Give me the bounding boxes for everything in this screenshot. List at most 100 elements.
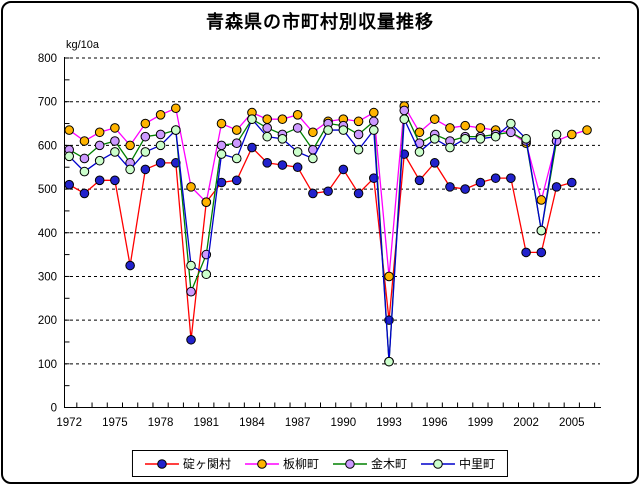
data-point-marker: [445, 142, 455, 153]
data-point-marker: [277, 114, 288, 124]
y-tick-label: 200: [38, 315, 57, 327]
data-point-marker: [369, 173, 379, 183]
data-point-marker: [247, 142, 257, 153]
data-point-marker: [566, 129, 577, 140]
data-point-marker: [551, 129, 562, 140]
x-tick-label: 1972: [56, 417, 82, 429]
legend-item-1: 碇ヶ関村: [144, 455, 231, 472]
y-tick-label: 700: [38, 97, 57, 109]
data-point-marker: [353, 144, 364, 155]
data-point-marker: [140, 164, 151, 175]
y-tick-label: 100: [38, 359, 57, 371]
y-tick-labels: 0 100 200 300 400 500 600 700 800: [38, 53, 57, 415]
legend-marker-icon: [144, 458, 179, 469]
data-point-marker: [125, 260, 135, 271]
data-point-marker: [292, 109, 303, 120]
data-point-marker: [262, 158, 272, 168]
data-point-marker: [506, 127, 516, 138]
data-point-marker: [94, 175, 105, 186]
x-tick-label: 1996: [422, 417, 448, 429]
data-point-marker: [460, 184, 470, 194]
x-tick-label: 2005: [559, 417, 585, 429]
legend-item-4: 中里町: [421, 455, 495, 472]
data-point-marker: [110, 147, 120, 157]
data-point-marker: [292, 147, 303, 157]
data-point-marker: [475, 177, 486, 188]
data-point-marker: [566, 177, 577, 188]
x-tick-label: 1990: [331, 417, 357, 429]
y-axis-unit-label: kg/10a: [66, 39, 100, 51]
data-point-marker: [536, 195, 547, 205]
data-point-marker: [262, 114, 272, 124]
data-point-marker: [155, 129, 166, 140]
data-point-marker: [155, 158, 166, 168]
data-point-marker: [140, 118, 151, 129]
legend-marker-icon: [244, 458, 279, 469]
data-point-marker: [460, 120, 470, 131]
data-point-marker: [277, 134, 288, 144]
data-point-marker: [79, 166, 90, 177]
data-point-marker: [506, 118, 516, 129]
data-point-marker: [94, 127, 105, 138]
y-tick-label: 600: [38, 140, 57, 152]
data-point-marker: [201, 269, 212, 280]
data-point-marker: [216, 177, 227, 188]
data-point-marker: [445, 123, 455, 133]
axes: [64, 57, 601, 408]
data-point-marker: [231, 175, 242, 186]
data-point-marker: [399, 105, 410, 116]
data-point-marker: [140, 147, 151, 157]
data-point-marker: [551, 182, 562, 192]
series-1: [64, 142, 577, 345]
chart-title: 青森県の市町村別収量推移: [206, 12, 434, 32]
data-point-marker: [475, 123, 486, 133]
legend-item-label: 金木町: [371, 457, 408, 471]
data-point-marker: [94, 140, 105, 151]
data-point-marker: [64, 125, 74, 135]
data-point-marker: [292, 123, 303, 133]
data-point-marker: [277, 160, 288, 170]
data-point-marker: [110, 175, 120, 186]
x-tick-label: 2002: [513, 417, 539, 429]
data-point-marker: [338, 164, 349, 175]
x-tick-label: 1978: [148, 417, 174, 429]
data-point-marker: [521, 134, 531, 144]
data-point-marker: [201, 197, 212, 207]
data-point-marker: [353, 188, 364, 199]
data-point-marker: [308, 188, 318, 199]
data-point-marker: [125, 164, 135, 175]
data-point-marker: [369, 125, 379, 135]
x-tick-label: 1984: [239, 417, 265, 429]
data-point-marker: [521, 247, 531, 258]
data-point-marker: [155, 109, 166, 120]
data-point-marker: [399, 114, 410, 124]
data-point-marker: [384, 271, 394, 282]
y-tick-label: 0: [51, 403, 57, 415]
data-point-marker: [353, 129, 364, 140]
legend-item-label: 中里町: [459, 457, 496, 471]
legend-marker-icon: [333, 458, 367, 469]
data-point-marker: [125, 140, 135, 151]
data-point-marker: [353, 116, 364, 127]
data-point-marker: [369, 116, 379, 127]
data-point-marker: [140, 131, 151, 142]
data-point-marker: [171, 103, 181, 114]
y-tick-label: 500: [38, 184, 57, 196]
data-point-marker: [384, 356, 394, 367]
data-point-marker: [475, 134, 486, 144]
data-point-marker: [262, 131, 272, 142]
data-point-marker: [536, 247, 547, 258]
data-point-marker: [94, 155, 105, 166]
data-point-marker: [79, 136, 90, 146]
x-tick-label: 1987: [285, 417, 311, 429]
data-point-marker: [262, 123, 272, 133]
data-point-marker: [429, 114, 440, 124]
data-point-marker: [506, 173, 516, 183]
data-point-marker: [186, 260, 196, 271]
data-point-marker: [460, 134, 470, 144]
data-point-marker: [414, 127, 425, 138]
data-point-marker: [186, 334, 196, 345]
data-point-marker: [414, 147, 425, 157]
